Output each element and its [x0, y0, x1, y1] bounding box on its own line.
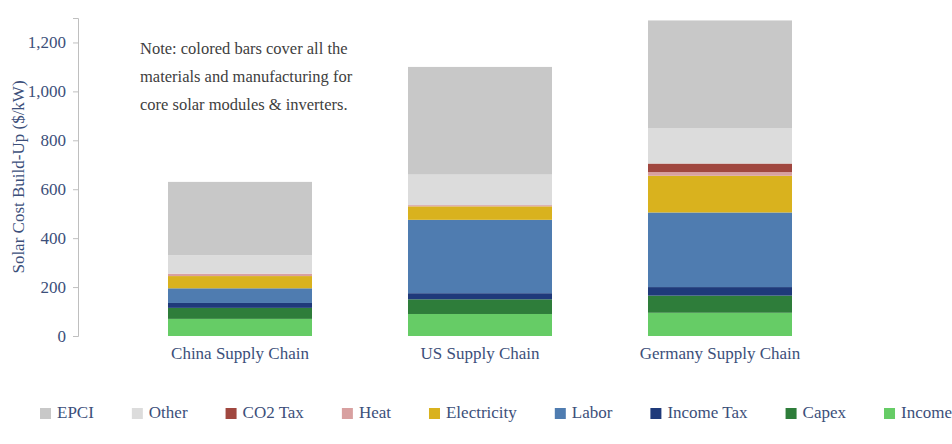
bar-segment	[648, 164, 792, 173]
bar-segment	[408, 205, 552, 206]
legend-item: Electricity	[429, 403, 517, 422]
bar-segment	[168, 255, 312, 273]
y-tick: 600	[41, 180, 79, 199]
legend-item: CO2 Tax	[226, 403, 305, 422]
bar-segment	[648, 172, 792, 176]
y-tick-mark	[73, 91, 78, 92]
legend-label: Other	[149, 403, 188, 422]
legend-label: EPCI	[57, 403, 94, 422]
x-tick-label: Germany Supply Chain	[640, 344, 801, 363]
y-tick-mark	[73, 238, 78, 239]
legend-label: Labor	[572, 403, 613, 422]
y-tick: 400	[41, 229, 79, 248]
legend-swatch	[884, 408, 895, 419]
y-tick-label: 1,200	[28, 33, 66, 52]
y-tick: 0	[58, 327, 79, 346]
x-tick: Germany Supply Chain	[640, 336, 801, 363]
legend-swatch	[132, 408, 143, 419]
legend-item: Income	[884, 403, 952, 422]
bar-segment	[648, 128, 792, 163]
bar-segment	[408, 220, 552, 293]
bar-segment	[648, 20, 792, 128]
legend-swatch	[226, 408, 237, 419]
y-tick-label: 600	[41, 180, 67, 199]
y-tick-mark	[73, 336, 78, 337]
x-tick: US Supply Chain	[420, 336, 540, 363]
annotation-line: Note: colored bars cover all the	[140, 39, 348, 58]
annotation: Note: colored bars cover all the material…	[140, 39, 353, 114]
legend-swatch	[650, 408, 661, 419]
legend-label: Income Tax	[667, 403, 748, 422]
y-tick-mark	[73, 42, 78, 43]
bar-segment	[168, 308, 312, 319]
chart: 0 200 400 600 800 1,000 1,200 China Supply Chai…	[0, 0, 952, 444]
y-axis-line	[73, 19, 79, 337]
bar-segment	[168, 182, 312, 255]
bar-segment	[648, 176, 792, 213]
y-tick-label: 400	[41, 229, 67, 248]
legend-item: Income Tax	[650, 403, 748, 422]
legend-label: Electricity	[446, 403, 517, 422]
bar-segment	[648, 212, 792, 287]
legend-label: Income	[901, 403, 952, 422]
bar-segment	[408, 299, 552, 314]
y-axis: 0 200 400 600 800 1,000 1,200	[28, 19, 79, 346]
legend: EPCI Other CO2 Tax Heat Electricity Labor Inco…	[40, 403, 952, 422]
legend-item: EPCI	[40, 403, 94, 422]
bar-segment	[168, 274, 312, 276]
annotation-line: materials and manufacturing for	[140, 67, 353, 86]
y-tick-mark	[73, 287, 78, 288]
y-tick-label: 0	[58, 327, 67, 346]
x-tick: China Supply Chain	[171, 336, 309, 363]
legend-swatch	[786, 408, 797, 419]
legend-swatch	[40, 408, 51, 419]
y-tick-label: 1,000	[28, 82, 66, 101]
bar-segment	[168, 276, 312, 288]
y-tick: 800	[41, 131, 79, 150]
y-tick: 200	[41, 278, 79, 297]
bar-segment	[408, 314, 552, 336]
bar-segment	[648, 313, 792, 336]
legend-swatch	[429, 408, 440, 419]
x-axis: China Supply Chain US Supply Chain Germany…	[171, 336, 801, 363]
y-tick-label: 800	[41, 131, 67, 150]
x-tick-label: US Supply Chain	[420, 344, 540, 363]
bar-segment	[408, 206, 552, 219]
legend-swatch	[555, 408, 566, 419]
legend-item: Labor	[555, 403, 613, 422]
x-tick-label: China Supply Chain	[171, 344, 309, 363]
y-tick: 1,000	[28, 82, 78, 101]
series	[168, 172, 792, 276]
legend-label: Capex	[803, 403, 847, 422]
annotation-line: core solar modules & inverters.	[140, 95, 348, 114]
bar-segment	[408, 67, 552, 175]
legend-swatch	[342, 408, 353, 419]
bar-segment	[168, 288, 312, 303]
legend-item: Capex	[786, 403, 847, 422]
bar-segment	[168, 303, 312, 308]
series	[648, 164, 792, 173]
y-axis-title: Solar Cost Build-Up ($/kW)	[9, 80, 28, 273]
bar-segment	[648, 296, 792, 313]
y-tick-label: 200	[41, 278, 67, 297]
legend-item: Heat	[342, 403, 391, 422]
y-tick: 1,200	[28, 33, 78, 52]
legend-label: CO2 Tax	[243, 403, 305, 422]
y-tick-mark	[73, 189, 78, 190]
bar-segment	[408, 175, 552, 206]
bar-segment	[648, 287, 792, 296]
bar-segment	[408, 293, 552, 299]
legend-label: Heat	[359, 403, 391, 422]
y-tick-mark	[73, 140, 78, 141]
bar-segment	[168, 319, 312, 336]
legend-item: Other	[132, 403, 188, 422]
